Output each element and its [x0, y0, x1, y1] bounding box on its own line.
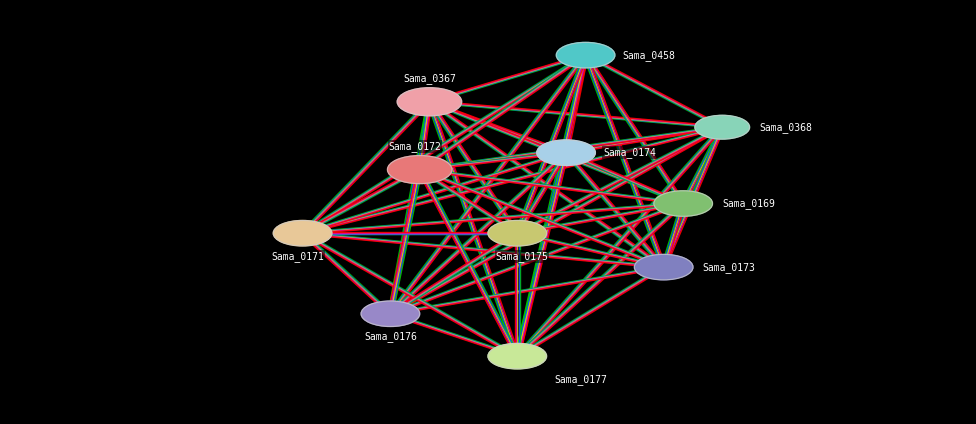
Circle shape [488, 343, 547, 369]
Text: Sama_0171: Sama_0171 [271, 251, 324, 262]
Circle shape [387, 156, 452, 184]
Circle shape [273, 220, 332, 246]
Text: Sama_0177: Sama_0177 [554, 374, 607, 385]
Text: Sama_0169: Sama_0169 [722, 198, 775, 209]
Circle shape [556, 42, 615, 68]
Text: Sama_0458: Sama_0458 [623, 50, 675, 61]
Text: Sama_0175: Sama_0175 [496, 251, 549, 262]
Text: Sama_0176: Sama_0176 [364, 332, 417, 343]
Circle shape [361, 301, 420, 326]
Circle shape [488, 220, 547, 246]
Text: Sama_0173: Sama_0173 [703, 262, 755, 273]
Text: Sama_0172: Sama_0172 [388, 141, 441, 152]
Circle shape [654, 191, 712, 216]
Circle shape [634, 254, 693, 280]
Text: Sama_0174: Sama_0174 [603, 147, 656, 158]
Circle shape [695, 115, 750, 139]
Circle shape [537, 140, 595, 165]
Circle shape [397, 88, 462, 116]
Text: Sama_0368: Sama_0368 [759, 122, 812, 133]
Text: Sama_0367: Sama_0367 [403, 73, 456, 84]
